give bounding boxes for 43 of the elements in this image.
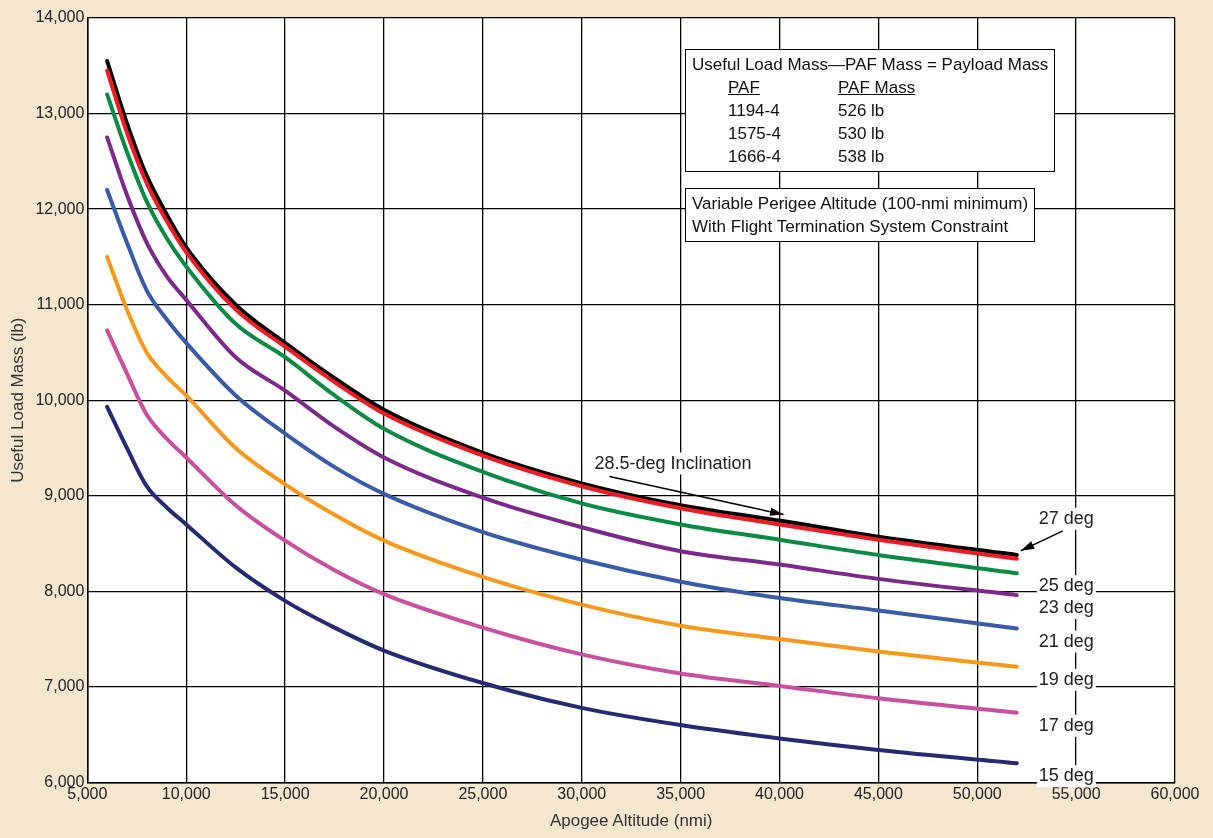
annotation: 1194-4: [728, 100, 781, 122]
x-tick-label: 35,000: [656, 785, 706, 803]
y-tick-label: 12,000: [35, 199, 85, 217]
line-series: [105, 254, 1019, 669]
x-tick-label: 50,000: [952, 785, 1002, 803]
x-tick-label: 25,000: [458, 785, 508, 803]
x-tick-label: 45,000: [853, 785, 903, 803]
x-tick-label: 10,000: [161, 785, 211, 803]
x-tick-label: 40,000: [755, 785, 805, 803]
line-series: [105, 328, 1019, 715]
annotation: PAF: [728, 77, 761, 99]
series-label: 23 deg: [1038, 597, 1094, 618]
series-label: 17 deg: [1038, 714, 1094, 735]
y-tick-label: 7,000: [44, 677, 85, 695]
y-tick-label: 14,000: [35, 8, 85, 26]
y-tick-label: 11,000: [36, 295, 85, 313]
annotation: PAF Mass: [838, 77, 917, 99]
annotation: 538 lb: [838, 146, 886, 168]
x-axis-title: Apogee Altitude (nmi): [549, 811, 713, 831]
annotation: 526 lb: [838, 100, 886, 122]
y-axis-title: Useful Load Mass (lb): [7, 317, 27, 483]
y-tick-label: 10,000: [35, 390, 85, 408]
annotation: 530 lb: [838, 123, 886, 145]
x-tick-label: 30,000: [557, 785, 607, 803]
annotation: With Flight Termination System Constraint: [692, 216, 1010, 238]
series-label: 19 deg: [1038, 668, 1094, 689]
x-tick-label: 15,000: [260, 785, 310, 803]
series-label: 15 deg: [1038, 765, 1094, 786]
annotation: 1575-4: [728, 123, 782, 145]
annotation: 1666-4: [728, 146, 782, 168]
series-label: 25 deg: [1038, 575, 1094, 596]
x-tick-label: 55,000: [1051, 785, 1101, 803]
x-tick-label: 20,000: [359, 785, 409, 803]
y-tick-label: 13,000: [35, 103, 85, 121]
series-label: 28.5-deg Inclination: [594, 452, 752, 473]
y-tick-label: 9,000: [44, 486, 85, 504]
y-tick-label: 8,000: [44, 581, 85, 599]
series-label: 21 deg: [1038, 630, 1094, 651]
annotation: Variable Perigee Altitude (100-nmi minimum): [692, 193, 1029, 215]
line-series: [105, 404, 1019, 766]
text: 27 deg: [1038, 507, 1094, 528]
annotation: Useful Load Mass—PAF Mass = Payload Mass: [692, 54, 1049, 76]
x-tick-label: 60,000: [1150, 785, 1200, 803]
